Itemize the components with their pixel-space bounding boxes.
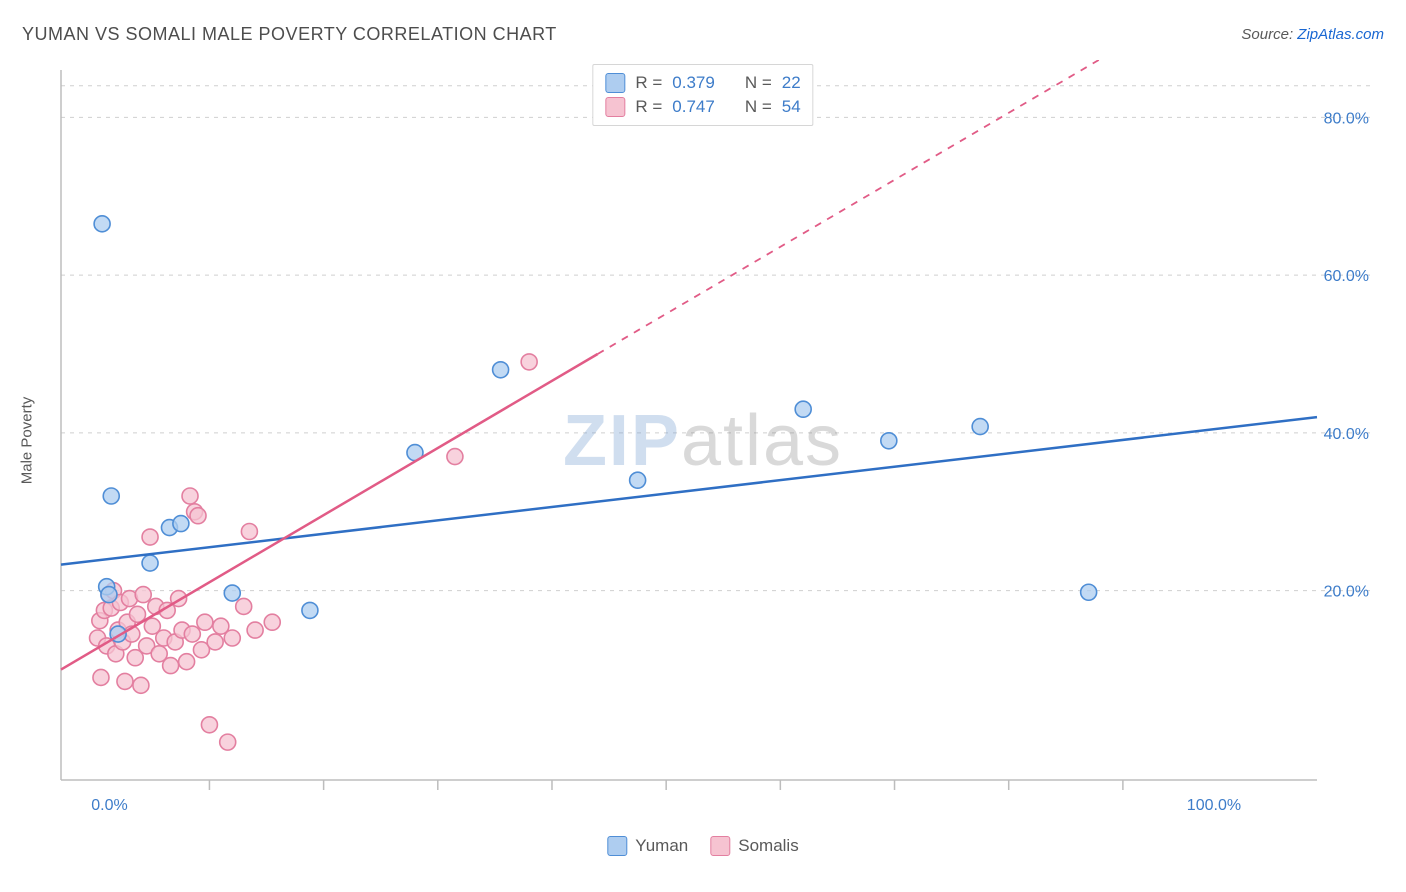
legend-r-label: R = [635,73,662,93]
data-point [117,673,133,689]
legend-swatch [710,836,730,856]
chart-header: YUMAN VS SOMALI MALE POVERTY CORRELATION… [22,24,1384,45]
data-point [241,524,257,540]
svg-text:20.0%: 20.0% [1324,584,1369,601]
data-point [207,634,223,650]
svg-text:100.0%: 100.0% [1187,797,1241,814]
series-legend-item: Yuman [607,836,688,856]
data-point [103,488,119,504]
legend-swatch [605,97,625,117]
legend-r-value: 0.747 [672,97,715,117]
legend-swatch [607,836,627,856]
data-point [142,555,158,571]
data-point [135,587,151,603]
data-point [182,488,198,504]
data-point [630,472,646,488]
legend-n-label: N = [745,97,772,117]
data-point [94,216,110,232]
correlation-legend-row: R = 0.379 N = 22 [605,71,800,95]
data-point [179,654,195,670]
chart-source: Source: ZipAtlas.com [1241,26,1384,43]
chart-title: YUMAN VS SOMALI MALE POVERTY CORRELATION… [22,24,557,45]
source-label: Source: [1241,26,1293,43]
data-point [302,602,318,618]
data-point [173,516,189,532]
series-legend-item: Somalis [710,836,798,856]
data-point [493,362,509,378]
scatter-plot: 20.0% 40.0% 60.0% 80.0% 0.0% 100.0% [55,60,1375,820]
legend-n-value: 54 [782,97,801,117]
trend-line [61,417,1317,565]
y-axis-label: Male Poverty [19,396,36,484]
plot-svg: 20.0% 40.0% 60.0% 80.0% 0.0% 100.0% [55,60,1375,820]
source-link[interactable]: ZipAtlas.com [1297,26,1384,43]
legend-series-label: Somalis [738,836,798,856]
data-point [264,614,280,630]
data-point [101,587,117,603]
correlation-legend: R = 0.379 N = 22 R = 0.747 N = 54 [592,64,813,126]
data-point [93,669,109,685]
svg-text:60.0%: 60.0% [1324,268,1369,285]
data-point [224,630,240,646]
legend-n-label: N = [745,73,772,93]
data-point [190,508,206,524]
data-point [163,658,179,674]
svg-text:40.0%: 40.0% [1324,426,1369,443]
series-legend: Yuman Somalis [607,836,798,856]
data-point [184,626,200,642]
data-point [881,433,897,449]
svg-text:80.0%: 80.0% [1324,110,1369,127]
legend-swatch [605,73,625,93]
data-point [142,529,158,545]
data-point [201,717,217,733]
data-point [236,598,252,614]
data-point [224,585,240,601]
correlation-legend-row: R = 0.747 N = 54 [605,95,800,119]
data-point [197,614,213,630]
legend-series-label: Yuman [635,836,688,856]
data-point [795,401,811,417]
data-point [1081,584,1097,600]
data-point [133,677,149,693]
svg-text:0.0%: 0.0% [91,797,127,814]
legend-n-value: 22 [782,73,801,93]
data-point [521,354,537,370]
data-point [972,419,988,435]
data-point [220,734,236,750]
y-axis-label-wrap: Male Poverty [12,60,42,820]
legend-r-value: 0.379 [672,73,715,93]
data-point [447,449,463,465]
legend-r-label: R = [635,97,662,117]
data-point [247,622,263,638]
